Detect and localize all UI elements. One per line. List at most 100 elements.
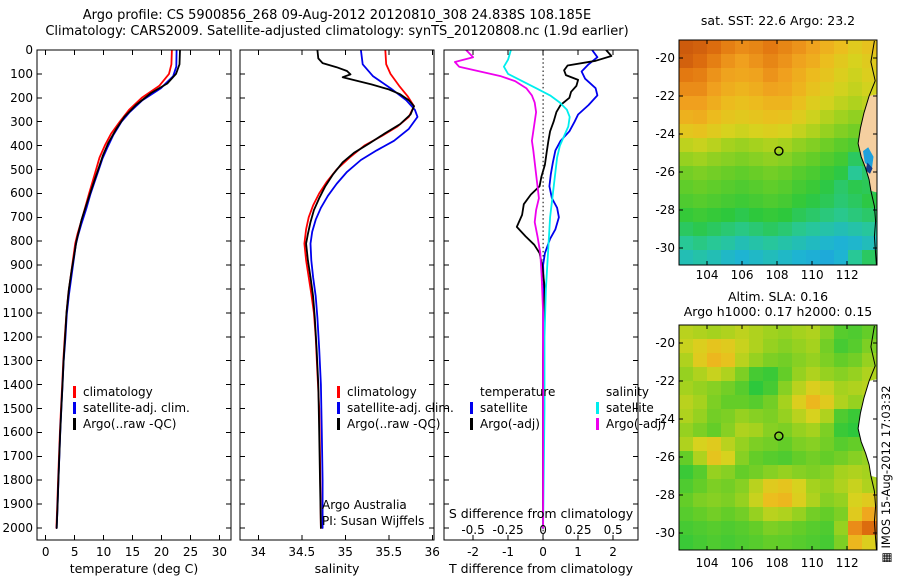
lat-tick-label: -24 <box>655 411 675 426</box>
curve-satellite-adj-clim- <box>55 50 178 529</box>
panel-box <box>239 49 435 541</box>
legend-header-label: temperature <box>480 385 556 399</box>
lon-tick-label: 112 <box>835 556 859 570</box>
s-difference-axis-label: S difference from climatology <box>448 506 634 521</box>
legend-item: Argo(-adj) <box>470 417 555 433</box>
salinity-axis-label: salinity <box>314 561 360 576</box>
land-area <box>858 379 877 478</box>
x-tick-label: 35.5 <box>375 545 403 559</box>
s-scale-tick-label: 0 <box>539 523 547 537</box>
panel-box <box>443 49 639 541</box>
lon-tick-label: 112 <box>835 268 859 282</box>
legend-item: climatology <box>73 385 190 401</box>
lat-tick-label: -28 <box>655 487 675 502</box>
x-tick-label: 34 <box>250 545 266 559</box>
depth-tick-label: 1300 <box>2 353 33 368</box>
legend-item: satellite-adj. clim. <box>73 401 190 417</box>
lon-tick-label: 104 <box>695 268 719 282</box>
sst-map-canvas <box>679 40 877 265</box>
panel-curves <box>55 50 181 529</box>
x-tick-label: 5 <box>70 545 79 559</box>
x-tick-label: -1 <box>502 545 515 559</box>
temperature-axis-label: temperature (deg C) <box>69 561 199 576</box>
argo-line-sample <box>73 418 76 430</box>
legend-label: climatology <box>83 385 153 399</box>
depth-tick-label: 900 <box>10 258 33 273</box>
argo-line-sample <box>337 418 340 430</box>
legend-item: climatology <box>337 385 454 401</box>
curve-t-satellite <box>542 50 599 529</box>
legend-label: satellite-adj. clim. <box>347 401 454 415</box>
depth-tick-label: 0 <box>25 43 33 57</box>
legend-label: satellite <box>480 401 528 415</box>
difference-salinity-legend: salinity satellite Argo(-adj) <box>596 385 666 433</box>
legend-header: temperature <box>470 385 555 401</box>
panel-box <box>36 49 232 541</box>
satellite-adj-line-sample <box>73 402 76 414</box>
legend-header-label: salinity <box>606 385 650 399</box>
credit-line1: Argo Australia <box>322 498 407 512</box>
x-tick-label: 35 <box>337 545 353 559</box>
x-tick-label: 25 <box>182 545 199 559</box>
argo-position-marker <box>774 146 784 156</box>
land-area <box>858 94 877 193</box>
lat-tick-label: -30 <box>655 240 675 255</box>
imos-watermark: ▦ IMOS 15-Aug-2012 17:03:32 <box>879 385 893 563</box>
legend-item: Argo(-adj) <box>596 417 666 433</box>
depth-tick-label: 1600 <box>2 425 33 440</box>
imos-watermark-text: IMOS 15-Aug-2012 17:03:32 <box>879 385 893 549</box>
t-argo-line-sample <box>470 418 473 430</box>
credit-annotation: Argo Australia PI: Susan Wijffels <box>322 498 424 530</box>
sla-map-title-line2: Argo h1000: 0.17 h2000: 0.15 <box>683 304 873 319</box>
legend-header: salinity <box>596 385 666 401</box>
s-scale-tick-label: 0.5 <box>603 523 623 537</box>
legend-label: Argo(..raw -QC) <box>83 417 177 431</box>
lat-tick-label: -24 <box>655 126 675 141</box>
depth-tick-label: 1900 <box>2 497 33 512</box>
s-scale-tick-label: 0.25 <box>564 523 592 537</box>
x-tick-label: 15 <box>124 545 141 559</box>
imos-logo-icon: ▦ <box>879 552 893 563</box>
s-argo-line-sample <box>596 418 599 430</box>
temperature-legend: climatology satellite-adj. clim. Argo(..… <box>73 385 190 433</box>
salinity-legend: climatology satellite-adj. clim. Argo(..… <box>337 385 454 433</box>
s-scale-tick-label: -0.25 <box>492 523 524 537</box>
coastal-water-patch <box>863 147 874 171</box>
panel-curves <box>453 50 613 540</box>
satellite-adj-line-sample <box>337 402 340 414</box>
lat-tick-label: -22 <box>655 89 675 103</box>
lon-tick-label: 110 <box>800 268 824 282</box>
curve-t-argo-adj- <box>515 50 613 529</box>
climatology-line-sample <box>73 386 76 398</box>
legend-item: satellite <box>596 401 666 417</box>
lat-tick-label: -20 <box>655 51 675 66</box>
x-tick-label: -2 <box>467 545 480 559</box>
lat-tick-label: -30 <box>655 525 675 540</box>
legend-label: Argo(..raw -QC) <box>347 417 441 431</box>
lon-tick-label: 110 <box>800 556 824 570</box>
lon-tick-label: 108 <box>765 268 789 282</box>
legend-item: satellite <box>470 401 555 417</box>
map-box <box>678 39 878 266</box>
t-satellite-line-sample <box>470 402 473 414</box>
lat-tick-label: -20 <box>655 336 675 351</box>
legend-label: Argo(-adj) <box>606 417 666 431</box>
curve-climatology <box>55 50 173 529</box>
difference-temperature-legend: temperature satellite Argo(-adj) <box>470 385 555 433</box>
depth-tick-label: 700 <box>10 210 33 225</box>
lat-tick-label: -28 <box>655 202 675 217</box>
depth-tick-label: 1700 <box>2 449 33 464</box>
legend-label: Argo(-adj) <box>480 417 540 431</box>
legend-item: satellite-adj. clim. <box>337 401 454 417</box>
lon-tick-label: 106 <box>730 556 754 570</box>
legend-label: satellite <box>606 401 654 415</box>
depth-tick-label: 1800 <box>2 473 33 488</box>
depth-tick-label: 500 <box>10 162 33 177</box>
lon-tick-label: 108 <box>765 556 789 570</box>
legend-label: climatology <box>347 385 417 399</box>
curve-climatology <box>303 50 415 529</box>
sla-map-canvas <box>679 325 877 550</box>
depth-tick-label: 600 <box>10 186 33 201</box>
lat-tick-label: -26 <box>655 164 675 179</box>
